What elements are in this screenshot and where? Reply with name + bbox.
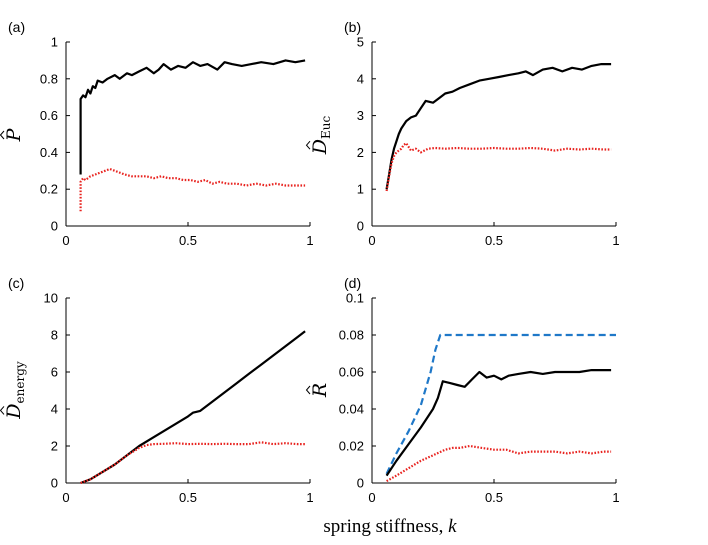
y-tick-label: 0.08 [339,328,364,343]
y-axis-symbol: DEuc [309,116,333,156]
x-tick-label: 1 [306,490,313,505]
y-tick-label: 0.6 [40,108,58,123]
y-tick-label: 4 [51,402,58,417]
series-line-black-solid [80,330,306,485]
y-tick-label: 2 [357,145,364,160]
y-tick-label: 0 [51,476,58,491]
y-tick-label: 1 [51,35,58,50]
y-axis-symbol: R [309,383,331,398]
panel-d: 0 0.02 0.04 0.06 0.08 0.1 0 0.5 1 (d) R [305,275,620,505]
y-axis-symbol-main: P [3,127,25,142]
hat-accent [305,140,311,150]
y-tick-label: 0.8 [40,71,58,86]
hat-accent [0,130,5,140]
x-axis-label: spring stiffness, k [323,516,457,537]
y-axis-symbol-subscript: energy [13,361,27,403]
y-tick-label: 0 [357,219,364,234]
series-line-black-solid [385,369,612,477]
x-tick-label: 0.5 [485,233,503,248]
y-tick-label: 10 [44,291,58,306]
y-axis-symbol-main: D [309,139,331,155]
x-tick-label: 0.5 [179,490,197,505]
x-tick-label: 0 [368,490,375,505]
y-tick-label: 0 [357,476,364,491]
hat-accent [305,385,311,395]
y-tick-label: 0.2 [40,182,58,197]
panel-label: (a) [8,19,25,35]
x-tick-label: 0 [62,233,69,248]
y-axis-symbol: Denergy [3,361,27,420]
y-tick-label: 0.02 [339,439,364,454]
y-axis-label: Denergy [0,361,27,420]
panel-a: 0 0.2 0.4 0.6 0.8 1 0 0.5 1 (a) P [0,19,314,248]
panel-label: (d) [344,275,361,291]
y-axis-label: R [305,383,331,398]
hat-accent [0,406,5,415]
x-tick-label: 0 [62,490,69,505]
y-tick-label: 0.1 [346,291,364,306]
panel-b: 0 1 2 3 4 5 0 0.5 1 (b) DEuc [305,19,620,248]
y-tick-label: 2 [51,439,58,454]
y-tick-label: 5 [357,35,364,50]
y-axis-label: P [0,127,25,142]
y-axis-symbol-main: D [3,403,25,419]
x-tick-label: 0.5 [179,233,197,248]
x-tick-label: 0 [368,233,375,248]
y-tick-label: 0.4 [40,145,58,160]
y-tick-label: 4 [357,71,364,86]
series-line-red-dotted [80,441,306,485]
x-tick-label: 1 [612,233,619,248]
y-tick-label: 0 [51,219,58,234]
y-tick-label: 6 [51,365,58,380]
x-tick-label: 1 [612,490,619,505]
panel-label: (c) [8,275,24,291]
y-tick-label: 0.06 [339,365,364,380]
series-line-red-dotted [79,167,306,212]
y-tick-label: 8 [51,328,58,343]
series-line-red-dotted [385,142,612,192]
series-line-red-dotted [386,444,612,483]
panel-c: 0 2 4 6 8 10 0 0.5 1 (c) Denergy [0,275,314,505]
y-tick-label: 1 [357,182,364,197]
y-axis-symbol: P [3,127,25,142]
series-line-black-solid [385,62,612,190]
series-line-blue-dashed [385,333,616,475]
series-line-black-solid [79,59,306,175]
y-axis-symbol-main: R [309,383,331,398]
x-tick-label: 0.5 [485,490,503,505]
x-tick-label: 1 [306,233,313,248]
y-tick-label: 0.04 [339,402,364,417]
y-axis-label: DEuc [305,116,333,156]
panel-label: (b) [344,19,361,35]
y-tick-label: 3 [357,108,364,123]
y-axis-symbol-subscript: Euc [319,116,333,139]
